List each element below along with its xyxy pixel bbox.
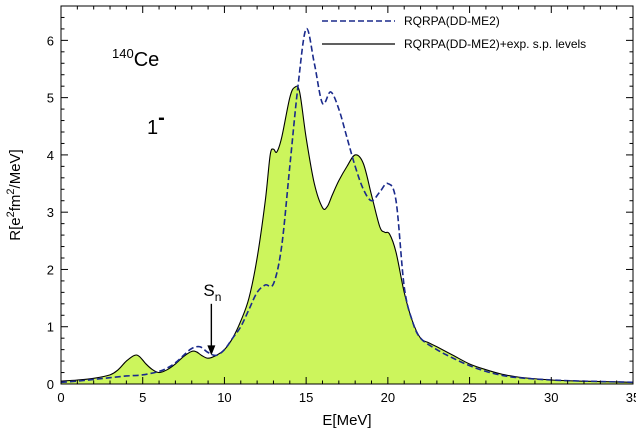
x-tick-label: 15 — [299, 390, 313, 405]
plot-frame — [60, 5, 634, 385]
series-layer — [60, 27, 634, 384]
series-line-dd-me2 — [60, 27, 634, 384]
y-tick-label: 2 — [47, 262, 54, 277]
threshold-label: Sn — [203, 281, 221, 304]
x-tick-label: 30 — [544, 390, 558, 405]
legend-label-dashed: RQRPA(DD-ME2) — [404, 14, 500, 28]
y-tick-label: 6 — [47, 33, 54, 48]
legend-label-solid: RQRPA(DD-ME2)+exp. s.p. levels — [404, 37, 586, 51]
x-axis-ticks: 0 5 10 15 20 25 30 35 — [57, 6, 636, 405]
x-axis-label: E[MeV] — [322, 412, 371, 429]
legend: RQRPA(DD-ME2) RQRPA(DD-ME2)+exp. s.p. le… — [322, 14, 586, 51]
y-tick-label: 1 — [47, 320, 54, 335]
x-tick-label: 5 — [139, 390, 146, 405]
y-tick-label: 3 — [47, 205, 54, 220]
nucleus-label: 140Ce — [112, 46, 159, 71]
multipole-label: 1- — [147, 107, 165, 139]
x-tick-label: 35 — [626, 390, 636, 405]
y-tick-label: 5 — [47, 91, 54, 106]
y-axis-label: R[e2fm2/MeV] — [5, 149, 24, 240]
multipole-annotation: 1- — [147, 107, 165, 139]
neutron-threshold-annotation: Sn — [203, 281, 221, 356]
series-fill-exp-sp-levels — [61, 86, 633, 384]
x-tick-label: 0 — [57, 390, 64, 405]
nucleus-annotation: 140Ce — [112, 46, 159, 71]
y-tick-label: 4 — [47, 148, 54, 163]
x-tick-label: 10 — [217, 390, 231, 405]
y-axis-ticks: 0 1 2 3 4 5 6 — [47, 5, 633, 392]
x-tick-label: 20 — [381, 390, 395, 405]
y-tick-label: 0 — [47, 377, 54, 392]
x-tick-label: 25 — [462, 390, 476, 405]
threshold-arrowhead — [207, 345, 216, 356]
